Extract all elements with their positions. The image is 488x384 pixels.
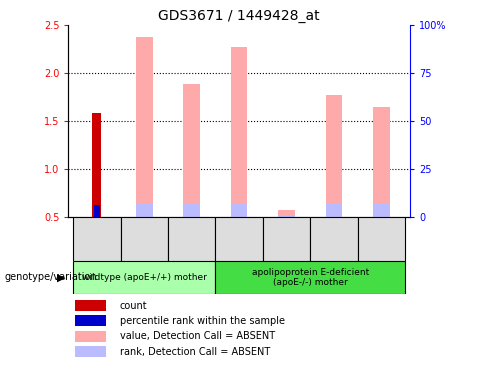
Bar	[215, 261, 405, 294]
Bar	[136, 205, 153, 217]
Text: percentile rank within the sample: percentile rank within the sample	[120, 316, 285, 326]
Bar	[325, 205, 342, 217]
Bar	[94, 205, 100, 217]
Title: GDS3671 / 1449428_at: GDS3671 / 1449428_at	[158, 8, 320, 23]
Bar	[92, 113, 102, 217]
Bar	[75, 300, 106, 311]
Text: rank, Detection Call = ABSENT: rank, Detection Call = ABSENT	[120, 347, 270, 357]
Bar	[75, 331, 106, 342]
Bar	[263, 217, 310, 261]
Bar	[310, 217, 358, 261]
Bar	[231, 205, 247, 217]
Text: apolipoprotein E-deficient
(apoE-/-) mother: apolipoprotein E-deficient (apoE-/-) mot…	[252, 268, 369, 287]
Bar	[278, 210, 295, 217]
Bar	[231, 47, 247, 217]
Bar	[183, 205, 200, 217]
Bar	[75, 346, 106, 357]
Bar	[325, 95, 342, 217]
Bar	[373, 107, 390, 217]
Bar	[358, 217, 405, 261]
Bar	[215, 217, 263, 261]
Text: wildtype (apoE+/+) mother: wildtype (apoE+/+) mother	[82, 273, 207, 282]
Text: ▶: ▶	[57, 272, 65, 283]
Bar	[73, 261, 215, 294]
Text: value, Detection Call = ABSENT: value, Detection Call = ABSENT	[120, 331, 275, 341]
Bar	[136, 38, 153, 217]
Bar	[278, 215, 295, 217]
Bar	[373, 205, 390, 217]
Bar	[183, 84, 200, 217]
Bar	[168, 217, 215, 261]
Bar	[73, 217, 121, 261]
Text: genotype/variation: genotype/variation	[5, 272, 98, 283]
Text: count: count	[120, 301, 147, 311]
Bar	[75, 315, 106, 326]
Bar	[121, 217, 168, 261]
